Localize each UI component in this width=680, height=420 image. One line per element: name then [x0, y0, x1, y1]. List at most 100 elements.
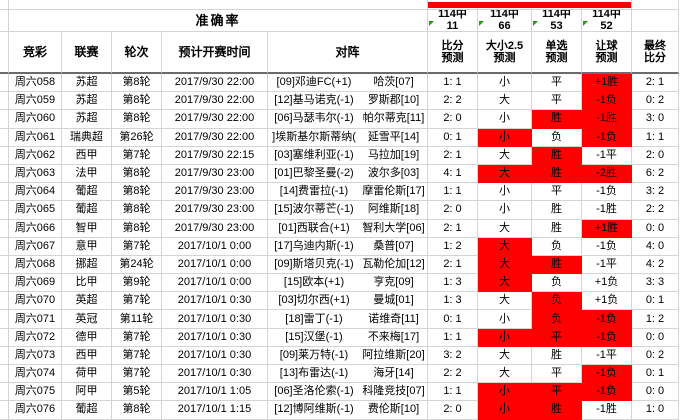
final-score-cell[interactable]: 0: 0	[632, 383, 679, 402]
gutter-cell[interactable]	[0, 274, 9, 293]
handicap-prediction-cell[interactable]: -1负	[582, 310, 632, 329]
gutter-cell[interactable]	[0, 92, 9, 111]
score-prediction-cell[interactable]: 2: 2	[428, 365, 478, 384]
handicap-prediction-cell[interactable]: +1胜	[582, 74, 632, 93]
league-cell[interactable]: 葡超	[62, 401, 112, 420]
matchup-cell[interactable]: [13]布雷达(-1) 海牙[14]	[268, 365, 428, 384]
single-pick-accuracy-cell[interactable]: 114中 53	[532, 10, 582, 32]
handicap-prediction-cell[interactable]: -1负	[582, 328, 632, 347]
league-cell[interactable]: 葡超	[62, 201, 112, 220]
round-cell[interactable]: 第7轮	[112, 346, 162, 365]
final-score-cell[interactable]: 0: 1	[632, 292, 679, 311]
gutter-cell[interactable]	[0, 110, 9, 129]
handicap-prediction-cell[interactable]: -1平	[582, 346, 632, 365]
handicap-prediction-cell[interactable]: -1胜	[582, 201, 632, 220]
round-cell[interactable]: 第8轮	[112, 401, 162, 420]
handicap-prediction-cell[interactable]: +1负	[582, 274, 632, 293]
final-score-cell[interactable]: 4: 0	[632, 237, 679, 256]
kickoff-time-cell[interactable]: 2017/10/1 1:15	[162, 401, 268, 420]
match-id-cell[interactable]: 周六065	[9, 201, 62, 220]
matchup-cell[interactable]: [18]雷丁(-1) 诺维奇[11]	[268, 310, 428, 329]
over-under-prediction-cell[interactable]: 大	[478, 146, 532, 165]
round-cell[interactable]: 第7轮	[112, 365, 162, 384]
kickoff-time-cell[interactable]: 2017/10/1 0:00	[162, 274, 268, 293]
single-pick-prediction-cell[interactable]: 胜	[532, 401, 582, 420]
league-cell[interactable]: 苏超	[62, 74, 112, 93]
kickoff-time-cell[interactable]: 2017/10/1 0:30	[162, 292, 268, 311]
single-pick-prediction-cell[interactable]: 负	[532, 128, 582, 147]
handicap-prediction-cell[interactable]: -1负	[582, 183, 632, 202]
kickoff-time-cell[interactable]: 2017/10/1 0:30	[162, 328, 268, 347]
score-prediction-cell[interactable]: 1: 1	[428, 74, 478, 93]
match-id-cell[interactable]: 周六075	[9, 383, 62, 402]
gutter-cell[interactable]	[0, 237, 9, 256]
final-score-cell[interactable]: 3: 2	[632, 183, 679, 202]
final-score-cell[interactable]: 4: 2	[632, 255, 679, 275]
gutter-cell[interactable]	[0, 0, 9, 10]
matchup-cell[interactable]: [15]波尔蒂芒(-1) 阿维斯[18]	[268, 201, 428, 220]
round-cell[interactable]: 第24轮	[112, 255, 162, 275]
league-cell[interactable]: 比甲	[62, 274, 112, 293]
score-prediction-cell[interactable]: 2: 1	[428, 255, 478, 275]
gutter-cell[interactable]	[0, 201, 9, 220]
over-under-prediction-cell[interactable]: 小	[478, 74, 532, 93]
score-prediction-cell[interactable]: 1: 3	[428, 292, 478, 311]
final-score-cell[interactable]: 2: 2	[632, 201, 679, 220]
over-under-prediction-cell[interactable]: 小	[478, 201, 532, 220]
round-cell[interactable]: 第8轮	[112, 201, 162, 220]
single-pick-prediction-cell[interactable]: 负	[532, 292, 582, 311]
final-score-cell[interactable]: 0: 0	[632, 328, 679, 347]
league-cell[interactable]: 英超	[62, 292, 112, 311]
kickoff-time-cell[interactable]: 2017/9/30 22:15	[162, 146, 268, 165]
matchup-cell[interactable]: [01]西联合(+1) 智利大学[06]	[268, 219, 428, 238]
kickoff-time-cell[interactable]: 2017/9/30 22:00	[162, 128, 268, 147]
matchup-cell[interactable]: [17]乌迪内斯(-1) 桑普[07]	[268, 237, 428, 256]
final-score-cell[interactable]: 1: 1	[632, 128, 679, 147]
over-under-prediction-cell[interactable]: 小	[478, 183, 532, 202]
column-header-time[interactable]: 预计开赛时间	[162, 32, 268, 74]
score-prediction-cell[interactable]: 1: 1	[428, 328, 478, 347]
final-score-cell[interactable]: 0: 2	[632, 346, 679, 365]
score-prediction-cell[interactable]: 3: 2	[428, 346, 478, 365]
single-pick-prediction-cell[interactable]: 胜	[532, 110, 582, 129]
empty-cell[interactable]	[9, 0, 428, 10]
single-pick-prediction-cell[interactable]: 胜	[532, 146, 582, 165]
over-under-prediction-cell[interactable]: 大	[478, 274, 532, 293]
league-cell[interactable]: 西甲	[62, 146, 112, 165]
over-under-prediction-cell[interactable]: 小	[478, 383, 532, 402]
round-cell[interactable]: 第7轮	[112, 237, 162, 256]
matchup-cell[interactable]: [09]邓迪FC(+1) 哈茨[07]	[268, 74, 428, 93]
matchup-cell[interactable]: [09]莱万特(-1) 阿拉维斯[20]	[268, 346, 428, 365]
league-cell[interactable]: 葡超	[62, 183, 112, 202]
kickoff-time-cell[interactable]: 2017/9/30 23:00	[162, 201, 268, 220]
kickoff-time-cell[interactable]: 2017/10/1 0:30	[162, 365, 268, 384]
single-pick-prediction-cell[interactable]: 平	[532, 328, 582, 347]
single-pick-prediction-cell[interactable]: 胜	[532, 201, 582, 220]
score-accuracy-cell[interactable]: 114中 11	[428, 10, 478, 32]
round-cell[interactable]: 第7轮	[112, 328, 162, 347]
handicap-prediction-cell[interactable]: +1负	[582, 292, 632, 311]
single-pick-prediction-cell[interactable]: 负	[532, 237, 582, 256]
round-cell[interactable]: 第8轮	[112, 92, 162, 111]
kickoff-time-cell[interactable]: 2017/9/30 23:00	[162, 164, 268, 184]
matchup-cell[interactable]: [15]欧本(+1) 亨克[09]	[268, 274, 428, 293]
kickoff-time-cell[interactable]: 2017/9/30 22:00	[162, 110, 268, 129]
round-cell[interactable]: 第7轮	[112, 146, 162, 165]
over-under-prediction-cell[interactable]: 大	[478, 292, 532, 311]
kickoff-time-cell[interactable]: 2017/9/30 23:00	[162, 183, 268, 202]
matchup-cell[interactable]: ]埃斯基尔斯蒂纳(延雪平[14]	[268, 128, 428, 147]
over-under-prediction-cell[interactable]: 小	[478, 310, 532, 329]
handicap-prediction-cell[interactable]: -1负	[582, 383, 632, 402]
matchup-cell[interactable]: [15]汉堡(-1) 不来梅[17]	[268, 328, 428, 347]
over-under-accuracy-cell[interactable]: 114中 66	[478, 10, 532, 32]
gutter-cell[interactable]	[0, 310, 9, 329]
single-pick-prediction-cell[interactable]: 平	[532, 74, 582, 93]
gutter-cell[interactable]	[0, 292, 9, 311]
round-cell[interactable]: 第8轮	[112, 183, 162, 202]
final-score-cell[interactable]: 2: 0	[632, 146, 679, 165]
over-under-prediction-cell[interactable]: 大	[478, 255, 532, 275]
column-header-jingcai[interactable]: 竞彩	[9, 32, 62, 74]
handicap-prediction-cell[interactable]: -1胜	[582, 110, 632, 129]
score-prediction-cell[interactable]: 1: 1	[428, 383, 478, 402]
handicap-prediction-cell[interactable]: +1胜	[582, 219, 632, 238]
